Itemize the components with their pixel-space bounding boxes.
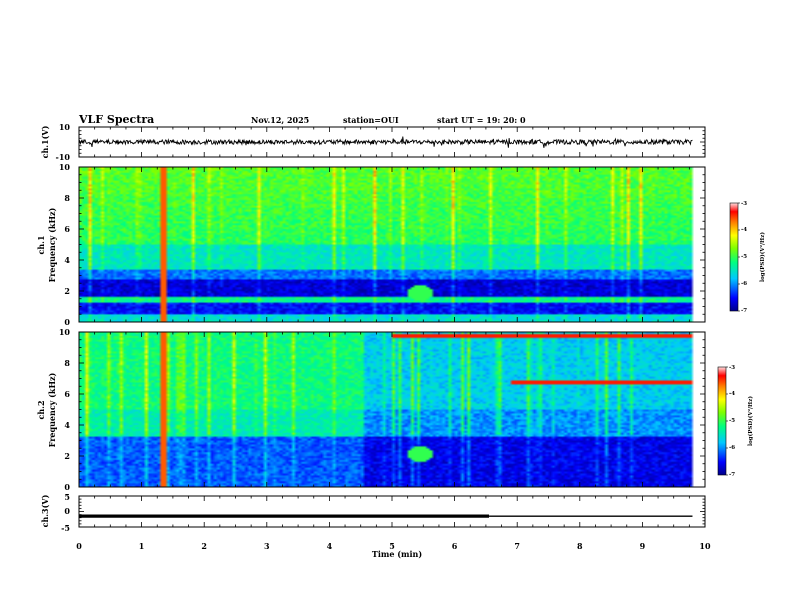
station-label: station=OUI (343, 115, 399, 125)
x-tick-label-9: 9 (640, 541, 646, 551)
ch1-spec-ytick-0: 0 (64, 317, 70, 327)
x-tick-label-0: 0 (76, 541, 82, 551)
ch3-waveform-panel: ch.3(V) 5 0 -5 0 1 2 3 4 5 6 7 8 9 10 Time (min) (40, 492, 711, 559)
x-tick-label-3: 3 (264, 541, 270, 551)
ch2-spec-ylabel-line2: Frequency (kHz) (47, 372, 57, 447)
x-tick-label-7: 7 (514, 541, 520, 551)
ch1-waveform-panel: ch.1(V) 10 -10 (40, 122, 693, 162)
ch2-spectrogram-image (79, 332, 705, 487)
ch2-colorbar (717, 366, 727, 476)
x-tick-label-2: 2 (201, 541, 207, 551)
ch1-cbar-tick-m5: -5 (741, 254, 747, 260)
ch2-cbar-tick-m7: -7 (729, 472, 735, 478)
x-tick-label-4: 4 (327, 541, 333, 551)
ch1-spec-ytick-8: 8 (64, 193, 70, 203)
ch3-waveform-ylabel: ch.3(V) (40, 494, 50, 527)
ch2-spec-ytick-6: 6 (64, 389, 70, 399)
ch2-spectrogram-panel: ch.2 Frequency (kHz) 0 2 4 6 8 10 -3 -4 … (36, 327, 754, 492)
ch1-spec-ytick-6: 6 (64, 224, 70, 234)
ch1-colorbar-label: log(PSD)(V²/Hz) (759, 232, 766, 282)
ch1-waveform-trace (78, 136, 693, 148)
ch1-cbar-tick-m7: -7 (741, 308, 747, 314)
ch1-cbar-tick-m3: -3 (741, 201, 747, 207)
x-tick-label-1: 1 (139, 541, 145, 551)
ch3-ytick-0: 0 (64, 506, 70, 516)
ch2-cbar-tick-m5: -5 (729, 418, 735, 424)
ch1-waveform-ylabel: ch.1(V) (40, 125, 50, 158)
ch1-spectrogram-image (79, 167, 705, 322)
x-tick-label-8: 8 (577, 541, 583, 551)
ch2-cbar-tick-m4: -4 (729, 391, 735, 397)
ch1-spec-ylabel-line1: ch.1 (36, 235, 46, 254)
date-label: Nov.12, 2025 (251, 115, 309, 125)
x-tick-label-10: 10 (699, 541, 711, 551)
ch1-spec-ytick-2: 2 (64, 286, 70, 296)
ch1-cbar-tick-m6: -6 (741, 281, 747, 287)
ch1-ytick-top: 10 (59, 122, 71, 132)
ch1-cbar-tick-m4: -4 (741, 227, 747, 233)
ch1-spec-ytick-4: 4 (64, 255, 70, 265)
x-tick-label-5: 5 (389, 541, 395, 551)
ch2-spec-ylabel-line1: ch.2 (36, 400, 46, 419)
ch2-cbar-tick-m3: -3 (729, 365, 735, 371)
ch1-spec-ylabel-line2: Frequency (kHz) (47, 207, 57, 282)
time-axis-label: Time (min) (372, 549, 422, 559)
ch2-spec-ytick-4: 4 (64, 420, 70, 430)
ch2-spec-ytick-2: 2 (64, 451, 70, 461)
ch3-ytick-5: 5 (64, 492, 70, 502)
ch1-spectrogram-panel: ch.1 Frequency (kHz) 0 2 4 6 8 10 -3 -4 … (36, 162, 766, 327)
ch2-spec-ytick-10: 10 (59, 327, 71, 337)
chart-title: VLF Spectra (78, 113, 154, 126)
ch1-spec-ytick-10: 10 (59, 162, 71, 172)
start-time-label: start UT = 19: 20: 0 (437, 115, 526, 125)
ch1-ytick-bottom: -10 (56, 152, 71, 162)
ch2-spec-ytick-8: 8 (64, 358, 70, 368)
x-tick-label-6: 6 (452, 541, 458, 551)
ch2-colorbar-label: log(PSD)(V²/Hz) (747, 396, 754, 446)
ch2-cbar-tick-m6: -6 (729, 445, 735, 451)
ch2-spec-ytick-0: 0 (64, 482, 70, 492)
ch1-colorbar (729, 202, 739, 312)
ch3-ytick-m5: -5 (61, 523, 70, 533)
